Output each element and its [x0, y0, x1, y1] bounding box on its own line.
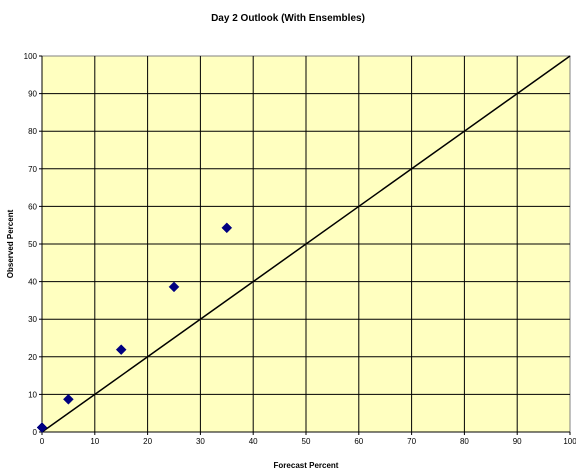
x-tick-label: 90: [513, 437, 522, 446]
reference-line: [41, 55, 571, 433]
y-tick-label: 90: [28, 90, 37, 99]
y-tick-label: 10: [28, 390, 37, 399]
data-point: [168, 281, 180, 293]
perfect-reliability-line: [41, 55, 571, 433]
x-tick-label: 20: [143, 437, 152, 446]
y-tick-label: 20: [28, 353, 37, 362]
data-point: [63, 393, 74, 405]
x-tick-label: 80: [460, 437, 469, 446]
x-tick-label: 50: [302, 437, 311, 446]
y-tick-label: 70: [28, 165, 37, 174]
data-point: [115, 344, 127, 356]
x-tick-label: 100: [563, 437, 576, 446]
x-tick-label: 40: [249, 437, 258, 446]
x-tick-label: 10: [90, 437, 99, 446]
x-tick-labels: 0 10 20 30 40 50 60 70 80 90 100: [40, 432, 576, 446]
x-tick-label: 60: [354, 437, 363, 446]
y-tick-label: 50: [28, 240, 37, 249]
x-tick-label: 70: [407, 437, 416, 446]
chart-title: Day 2 Outlook (With Ensembles): [211, 13, 365, 24]
x-tick-label: 30: [196, 437, 205, 446]
x-tick-label: 0: [40, 437, 45, 446]
y-tick-label: 30: [28, 315, 37, 324]
y-tick-label: 80: [28, 127, 37, 136]
y-tick-label: 0: [33, 428, 38, 437]
y-tick-labels: 0 10 20 30 40 50 60 70 80 90 100: [24, 52, 42, 437]
y-axis-label: Observed Percent: [6, 209, 15, 278]
y-tick-label: 60: [28, 202, 37, 211]
y-tick-label: 40: [28, 278, 37, 287]
data-point: [36, 422, 48, 433]
x-axis-label: Forecast Percent: [274, 461, 339, 470]
data-points: [36, 222, 233, 433]
data-point: [221, 222, 233, 234]
y-tick-label: 100: [24, 52, 38, 61]
